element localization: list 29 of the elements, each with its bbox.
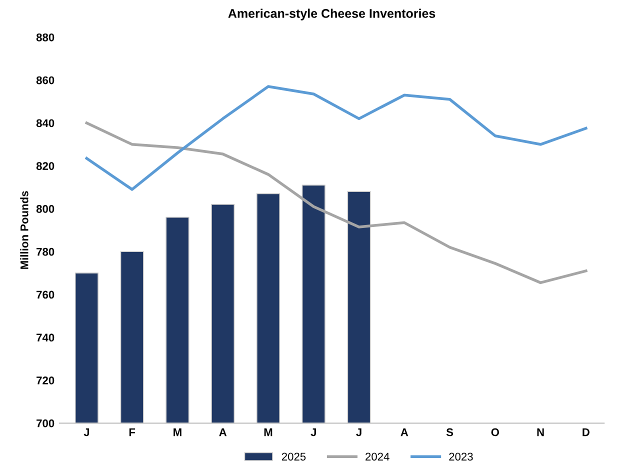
x-tick-label: J [356, 428, 362, 436]
x-tick-label: M [264, 428, 272, 436]
x-tick-label: F [129, 428, 136, 436]
y-tick-label: 720 [36, 376, 54, 384]
x-tick-label: J [310, 428, 316, 436]
legend-label: 2023 [449, 452, 473, 461]
x-tick-label: A [219, 428, 227, 436]
x-tick-label: J [84, 428, 90, 436]
y-tick-label: 840 [36, 119, 54, 128]
y-tick-label: 820 [36, 162, 54, 170]
y-tick-label: 760 [36, 290, 54, 299]
y-tick-label: 800 [36, 205, 54, 213]
x-tick-label: A [400, 428, 408, 436]
y-tick-label: 860 [36, 76, 54, 84]
x-tick-label: D [582, 428, 590, 436]
line-series [85, 85, 588, 191]
y-tick-label: 740 [36, 334, 54, 342]
legend-label: 2025 [282, 452, 306, 461]
y-tick-label: 780 [36, 248, 54, 256]
x-tick-label: S [446, 428, 454, 436]
y-axis-title: Million Pounds [20, 191, 28, 269]
x-tick-label: N [537, 428, 544, 436]
y-tick-label: 880 [36, 33, 54, 42]
x-tick-label: O [491, 428, 500, 436]
chart-title: American-style Cheese Inventories [228, 8, 436, 20]
y-tick-label: 700 [36, 419, 54, 428]
x-tick-label: M [174, 428, 182, 436]
line-series [85, 122, 588, 284]
legend-label: 2024 [366, 452, 390, 461]
